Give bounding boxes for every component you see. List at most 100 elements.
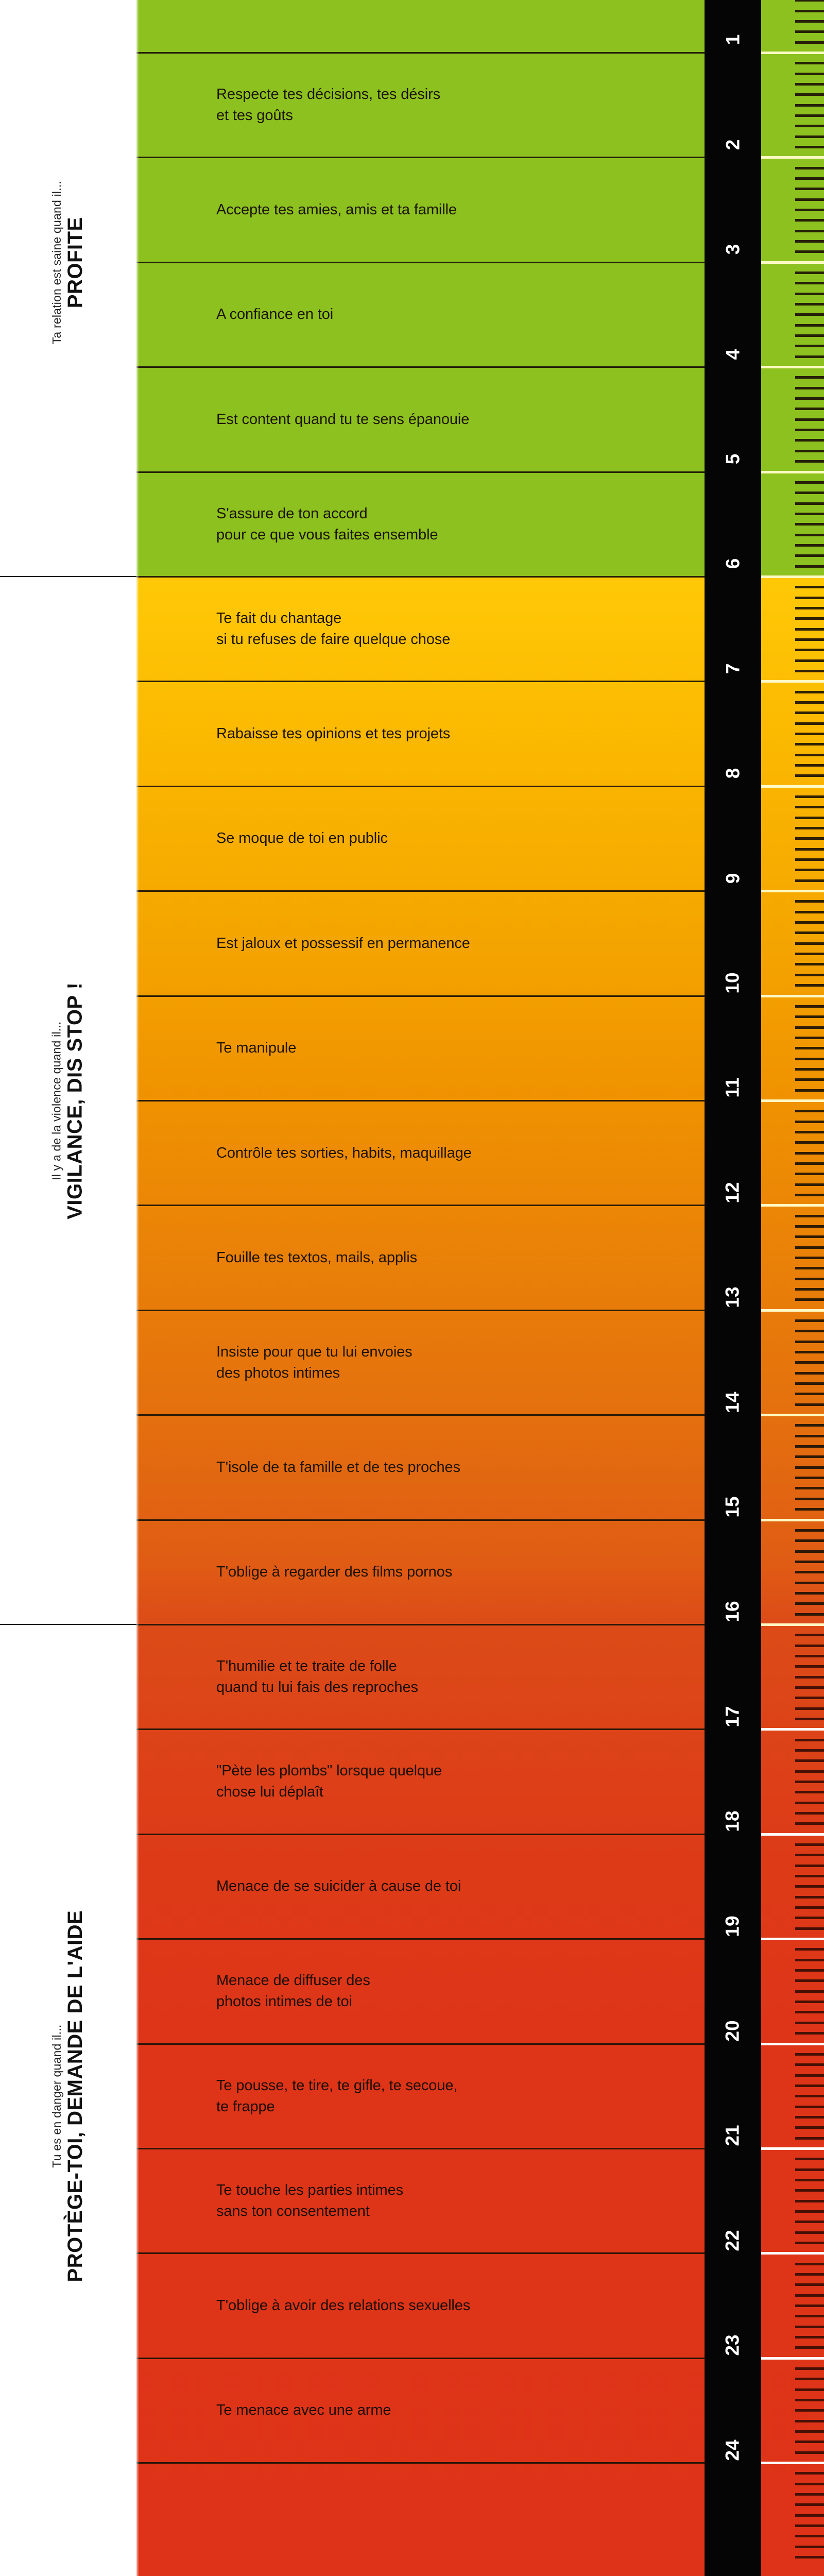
section-label-inner: Tu es en danger quand il... PROTÈGE-TOI, … [50,1910,87,2282]
behaviour-row: Te menace avec une arme [136,2358,705,2463]
ruler-minor-tick [795,1036,824,1039]
ruler-minor-tick [795,1298,824,1301]
ruler-minor-tick [795,2556,824,2559]
ruler-number-label: 4 [722,349,743,360]
ruler-minor-tick [795,2493,824,2496]
ruler-number-10: 10 [705,968,761,998]
ruler-minor-tick [795,2367,824,2370]
section-title: PROFITE [64,216,87,308]
ruler-minor-tick [795,1110,824,1113]
behaviour-row-text: "Pète les plombs" lorsque quelque chose … [216,1762,442,1801]
section-subtitle: Ta relation est saine quand il... [49,180,63,344]
ruler-minor-tick [795,1654,824,1657]
ruler-minor-tick [795,2472,824,2475]
ruler-minor-tick [795,1257,824,1259]
row-divider [136,1728,705,1731]
behaviour-row-text: T'isole de ta famille et de tes proches [216,1459,460,1476]
ruler-minor-tick [795,2262,824,2265]
section-label-profite: Ta relation est saine quand il... PROFITE [0,0,136,577]
ruler-minor-tick [795,1340,824,1343]
ruler-minor-tick [795,1686,824,1689]
ruler-minor-tick [795,1078,824,1081]
ruler-number-label: 20 [722,2020,743,2042]
ruler-minor-tick [795,921,824,924]
behaviour-row: Accepte tes amies, amis et ta famille [136,158,705,262]
ruler-minor-tick [795,313,824,316]
ruler-minor-tick [795,1162,824,1165]
ruler-minor-tick [795,2535,824,2538]
ruler-minor-tick [795,418,824,421]
ruler-minor-tick [795,1214,824,1217]
ruler-minor-tick [795,1675,824,1679]
ruler-minor-tick [795,1466,824,1469]
ruler-minor-tick [795,1885,824,1888]
ruler-minor-tick [795,910,824,913]
ruler-minor-tick [795,1770,824,1773]
ruler-minor-tick [795,2115,824,2119]
ruler-minor-tick [795,2399,824,2402]
ruler-number-24: 24 [705,2435,761,2466]
ruler-minor-tick [795,1644,824,1647]
ruler-minor-tick [795,1393,824,1396]
ruler-minor-tick [795,125,824,128]
ruler-minor-tick [795,1958,824,1961]
behaviour-row: T'humilie et te traite de folle quand tu… [136,1624,705,1729]
behaviour-row: Est jaloux et possessif en permanence [136,891,705,996]
ruler-minor-tick [795,1497,824,1500]
ruler-minor-tick [795,638,824,641]
ruler-minor-tick [795,62,824,65]
ruler-minor-tick [795,209,824,211]
ruler-minor-tick [795,1581,824,1584]
ruler-minor-tick [795,2283,824,2286]
ruler-minor-tick [795,1225,824,1228]
ruler-minor-tick [795,848,824,851]
ruler-minor-tick [795,512,824,515]
ruler-minor-tick [795,1759,824,1762]
behaviour-row: Te touche les parties intimes sans ton c… [136,2148,705,2253]
ruler-minor-tick [795,1906,824,1909]
ruler-minor-tick [795,1120,824,1123]
ruler-number-label: 13 [722,1286,743,1308]
ruler-major-tick [761,2147,824,2150]
ruler-minor-tick [795,827,824,830]
row-divider [136,1938,705,1940]
ruler-minor-tick [795,554,824,557]
ruler-minor-tick [795,586,824,589]
ruler-minor-tick [795,1634,824,1637]
ruler-minor-tick [795,2221,824,2224]
behaviour-row-text: Rabaisse tes opinions et tes projets [216,725,451,742]
ruler-number-12: 12 [705,1177,761,1208]
section-title: PROTÈGE-TOI, DEMANDE DE L'AIDE [64,1910,87,2282]
row-divider [136,2252,705,2255]
ruler-minor-tick [795,533,824,536]
ruler-minor-tick [795,2419,824,2422]
ruler-minor-tick [795,449,824,452]
row-divider [136,471,705,473]
row-divider [136,681,705,683]
row-divider [136,2043,705,2045]
ruler-minor-tick [795,2199,824,2202]
behaviour-row: Fouille tes textos, mails, applis [136,1206,705,1310]
ruler-minor-tick [795,198,824,201]
behaviour-row-text: T'oblige à regarder des films pornos [216,1564,453,1581]
ruler-minor-tick [795,2304,824,2307]
ruler-minor-tick [795,753,824,756]
behaviour-row-text: Insiste pour que tu lui envoies des phot… [216,1343,413,1381]
behaviour-row-text: Menace de se suicider à cause de toi [216,1878,461,1895]
ruler-number-label: 2 [722,139,743,150]
ruler-minor-tick [795,1843,824,1846]
ruler-number-3: 3 [705,234,761,265]
ruler-minor-tick [795,816,824,819]
ruler-minor-tick [795,2084,824,2087]
ruler-minor-tick [795,30,824,33]
ruler-minor-tick [795,1979,824,1982]
ruler-minor-tick [795,481,824,484]
ruler-minor-tick [795,2053,824,2056]
row-divider [136,261,705,263]
ruler-minor-tick [795,20,824,23]
row-divider [136,1414,705,1416]
ruler-minor-tick [795,282,824,285]
ruler-minor-tick [795,1151,824,1155]
ruler-minor-tick [795,177,824,180]
ruler-number-label: 5 [722,453,743,465]
